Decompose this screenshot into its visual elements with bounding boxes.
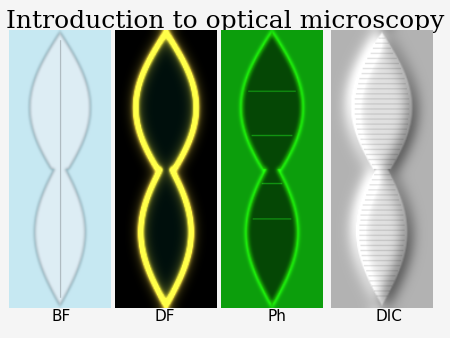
Text: BF: BF (51, 310, 70, 324)
Text: Ph: Ph (267, 310, 286, 324)
Text: DIC: DIC (376, 310, 403, 324)
Text: DF: DF (154, 310, 175, 324)
Text: Introduction to optical microscopy: Introduction to optical microscopy (6, 10, 444, 33)
